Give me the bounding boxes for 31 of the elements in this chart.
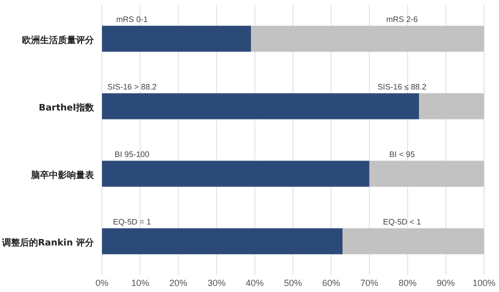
- y-tick-label: 欧洲生活质量评分: [22, 34, 95, 46]
- x-tick-label: 50%: [284, 278, 302, 288]
- bar: [250, 26, 484, 52]
- annotation: SIS-16 > 88.2: [107, 82, 158, 92]
- bar: [369, 160, 484, 187]
- x-tick-label: 70%: [360, 278, 378, 288]
- bar: [102, 26, 251, 52]
- x-tick-label: 90%: [436, 278, 455, 288]
- annotation: mRS 0-1: [116, 14, 148, 24]
- annotation: mRS 2-6: [386, 14, 418, 24]
- y-tick-label: Barthel指数: [38, 102, 95, 114]
- x-tick-label: 40%: [246, 278, 264, 288]
- annotation: BI 95-100: [114, 150, 150, 159]
- x-tick-label: 100%: [472, 278, 496, 288]
- x-tick-label: 10%: [131, 278, 150, 288]
- y-tick-label: 调整后的Rankin 评分: [0, 237, 95, 248]
- bar: [102, 160, 370, 187]
- annotation: EQ-5D < 1: [382, 217, 422, 226]
- x-tick-label: 0%: [95, 278, 109, 288]
- x-tick-label: 30%: [208, 278, 226, 288]
- x-tick-label: 60%: [322, 278, 340, 288]
- bar: [102, 228, 343, 254]
- y-tick-label: 脑卒中影响量表: [30, 170, 95, 181]
- bar: [342, 228, 484, 254]
- annotation: EQ-5D = 1: [112, 217, 152, 226]
- x-tick-label: 20%: [169, 278, 188, 288]
- annotation: BI < 95: [389, 150, 416, 159]
- x-tick-label: 80%: [398, 278, 417, 288]
- annotation: SIS-16 ≤ 88.2: [378, 82, 427, 92]
- bar: [419, 93, 484, 120]
- bar: [102, 93, 420, 120]
